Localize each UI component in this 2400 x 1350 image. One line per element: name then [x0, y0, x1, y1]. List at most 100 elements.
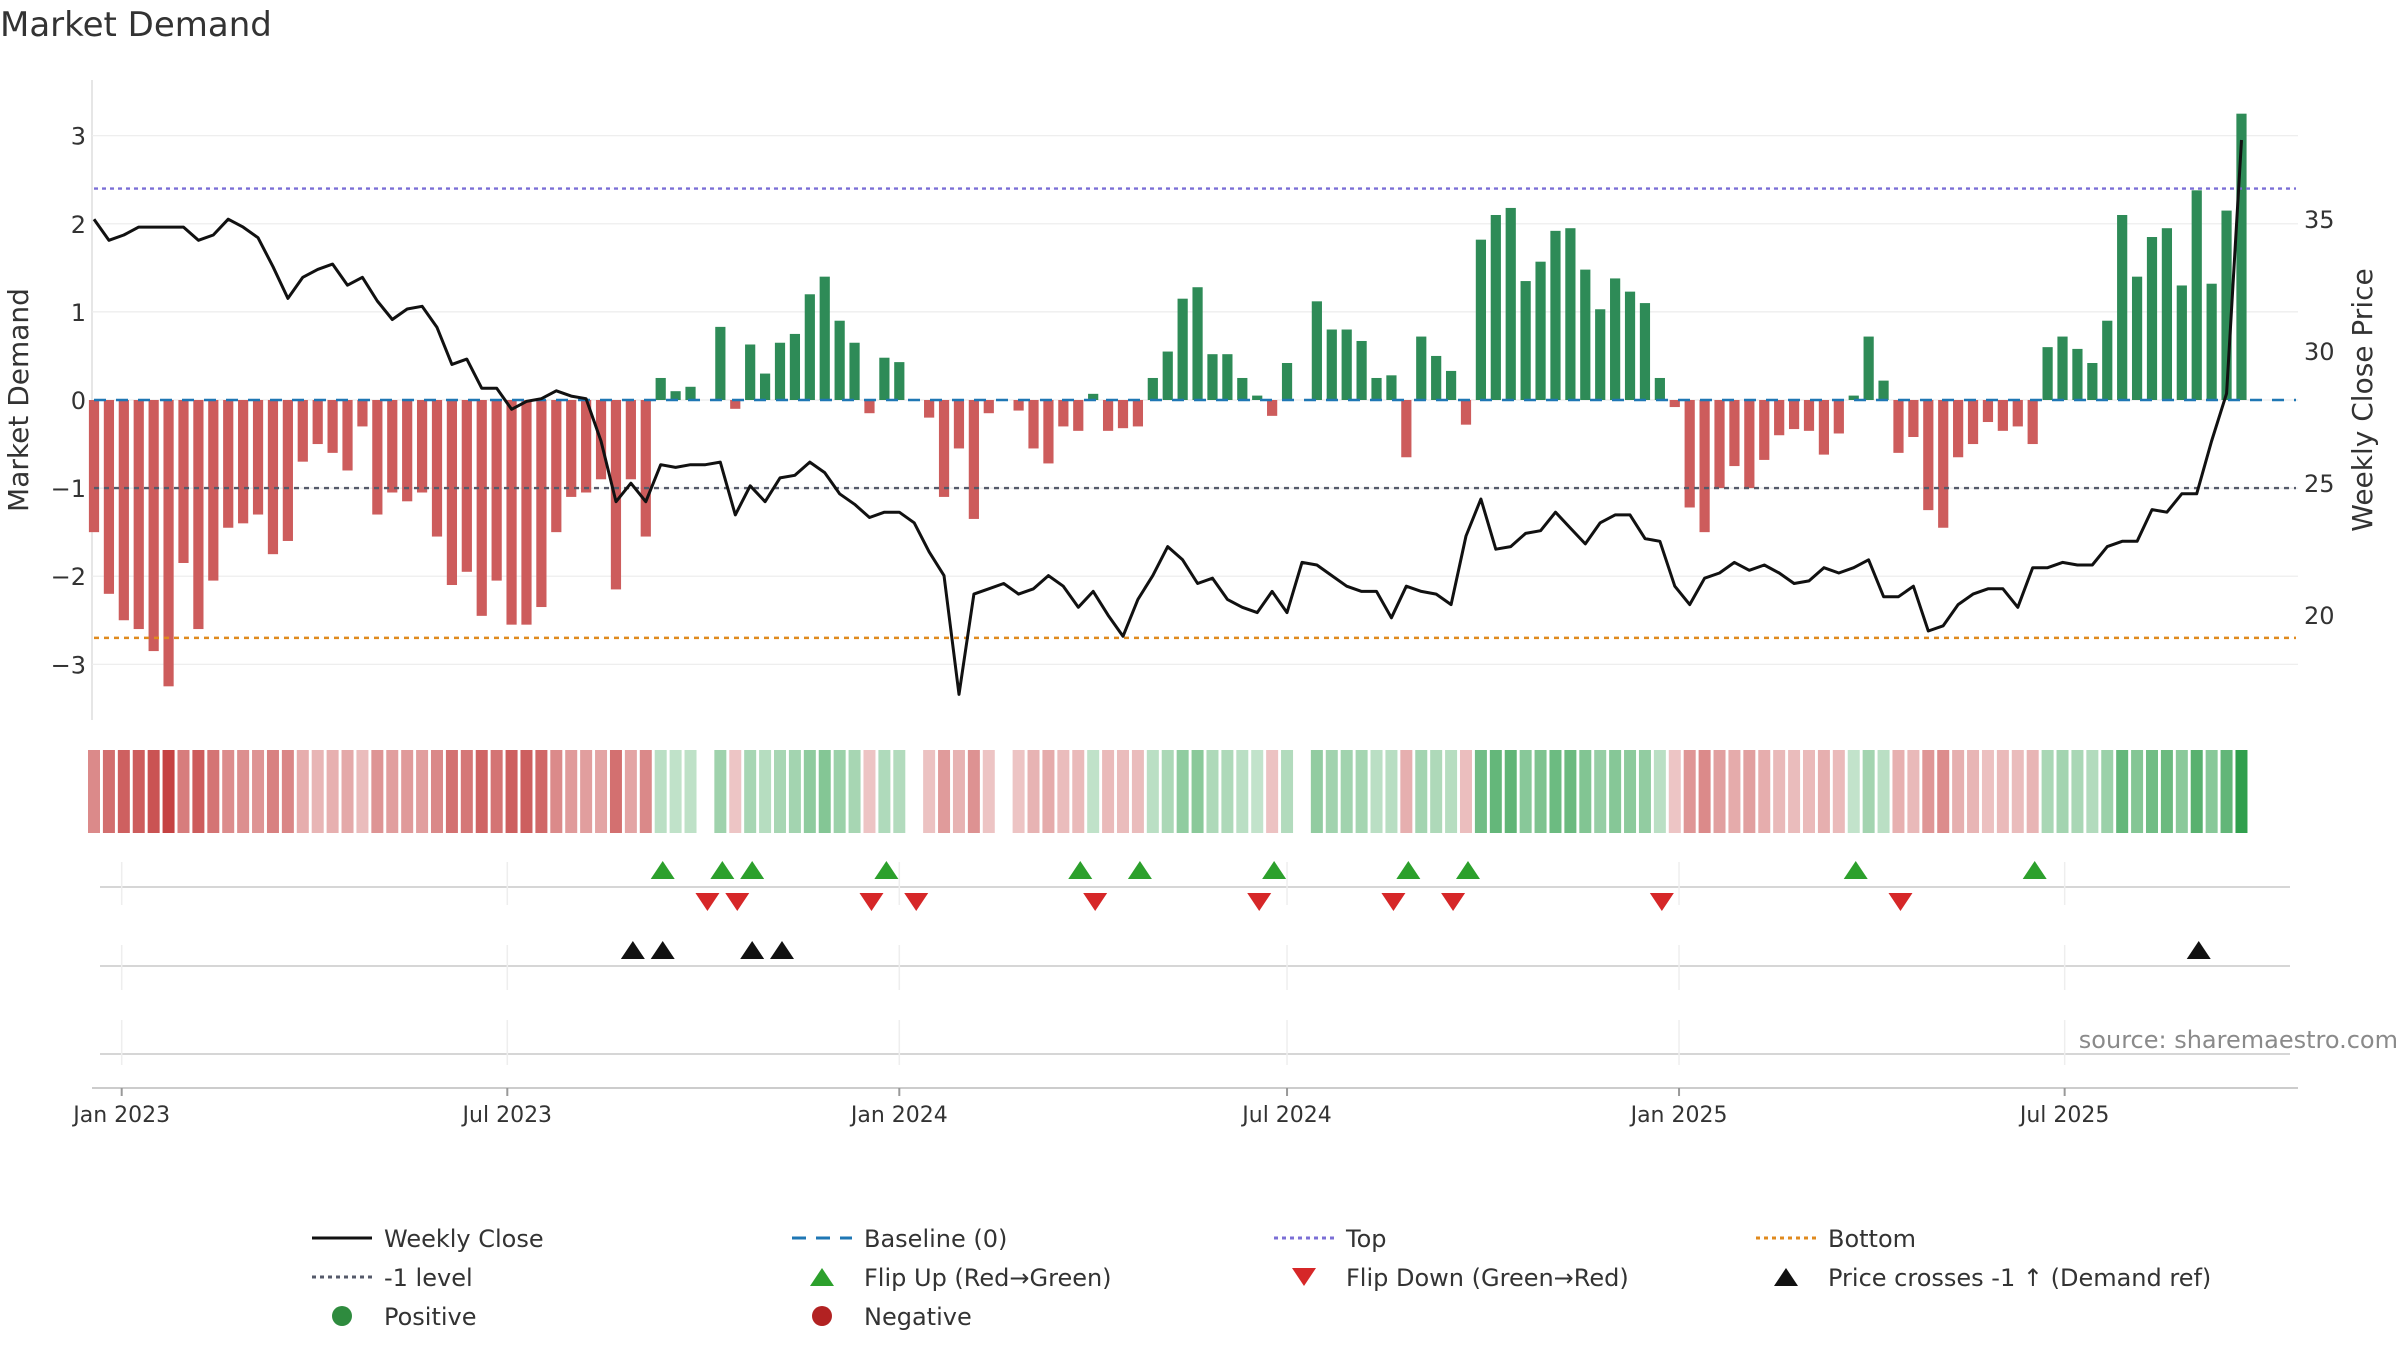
heat-cell [1281, 750, 1294, 833]
heat-cell [386, 750, 399, 833]
heat-cell [1832, 750, 1845, 833]
heat-cell [759, 750, 772, 833]
heat-cell [460, 750, 473, 833]
demand-bar-negative [238, 400, 249, 524]
y-tick-label-right: 25 [2304, 470, 2335, 498]
y-tick-label-left: 0 [71, 387, 86, 415]
demand-bar-negative [1788, 400, 1800, 430]
demand-bar-negative [1102, 400, 1114, 431]
heat-cell [580, 750, 593, 833]
y-tick-label-right: 30 [2304, 338, 2335, 366]
demand-bar-positive [1386, 375, 1397, 400]
demand-bar-negative [1460, 400, 1472, 425]
heat-cell [1042, 750, 1055, 833]
demand-bar-negative [551, 400, 562, 533]
heat-cell [714, 750, 727, 833]
heat-cell [639, 750, 652, 833]
heat-cell [177, 750, 190, 833]
demand-bar-positive [774, 342, 786, 400]
demand-bar-negative [476, 400, 487, 616]
demand-bar-negative [1953, 400, 1964, 458]
demand-bar-positive [2161, 228, 2173, 400]
flip-down-marker [725, 893, 750, 911]
heat-cell [2086, 750, 2099, 833]
demand-bar-negative [1043, 400, 1054, 464]
heat-cell [1325, 750, 1338, 833]
heat-cell [1698, 750, 1711, 833]
demand-bar-negative [1699, 400, 1710, 533]
heat-cell [1877, 750, 1890, 833]
heat-cell [1236, 750, 1249, 833]
demand-bar-positive [819, 276, 830, 400]
demand-bar-negative [506, 400, 517, 625]
y-tick-label-left: −2 [51, 563, 86, 591]
x-tick-label: Jul 2025 [2018, 1103, 2110, 1128]
demand-bar-negative [208, 400, 219, 581]
heat-cell [788, 750, 801, 833]
demand-bar-positive [1490, 214, 1501, 400]
demand-bars-layer [88, 113, 2247, 687]
heat-cell [967, 750, 980, 833]
heat-cell [132, 750, 145, 833]
heat-cell [1146, 750, 1159, 833]
y-tick-label-left: 3 [71, 123, 86, 151]
heat-cell [1087, 750, 1100, 833]
demand-bar-positive [1177, 298, 1188, 400]
price-cross-marker [769, 941, 794, 959]
heat-cell [1996, 750, 2009, 833]
legend-label: Negative [864, 1303, 972, 1331]
heat-cell [1937, 750, 1950, 833]
legend-item: -1 level [312, 1264, 473, 1292]
legend-label: Flip Up (Red→Green) [864, 1264, 1112, 1292]
heat-cell [773, 750, 786, 833]
demand-bar-positive [1535, 261, 1546, 400]
source-credit: source: sharemaestro.com [2079, 1026, 2398, 1054]
demand-bar-negative [416, 400, 428, 493]
heat-cell [1191, 750, 1204, 833]
heat-cell [923, 750, 936, 833]
heat-cell [1922, 750, 1935, 833]
demand-bar-positive [655, 377, 666, 400]
demand-bar-negative [968, 400, 979, 519]
demand-bar-negative [148, 400, 159, 652]
demand-bar-negative [730, 400, 741, 409]
demand-bar-positive [1639, 303, 1651, 400]
x-tick-label: Jul 2024 [1240, 1103, 1332, 1128]
demand-bar-negative [88, 400, 100, 533]
heat-cell [1579, 750, 1592, 833]
heat-cell [147, 750, 160, 833]
demand-bar-negative [1729, 400, 1740, 467]
demand-bar-negative [1401, 400, 1412, 458]
flip-up-marker [1843, 861, 1868, 879]
legend-item: Bottom [1756, 1225, 1916, 1253]
heat-cell [1549, 750, 1562, 833]
demand-bar-negative [1058, 400, 1069, 427]
flip-down-marker [1381, 893, 1406, 911]
heat-cell [371, 750, 384, 833]
heat-cell [1489, 750, 1502, 833]
demand-bar-negative [252, 400, 264, 515]
demand-bar-positive [1147, 377, 1158, 400]
heat-cell [1907, 750, 1920, 833]
demand-bar-positive [1252, 395, 1263, 400]
demand-bar-negative [1982, 400, 1994, 423]
demand-bar-negative [1908, 400, 1919, 438]
heat-cell [2041, 750, 2054, 833]
flip-down-marker [1441, 893, 1466, 911]
demand-bar-negative [938, 400, 950, 497]
heat-cell [1594, 750, 1607, 833]
demand-bar-negative [536, 400, 547, 608]
flip-up-marker [740, 861, 765, 879]
legend-swatch [1774, 1268, 1798, 1286]
flip-up-marker [710, 861, 735, 879]
heat-cell [595, 750, 608, 833]
flip-up-marker [650, 861, 675, 879]
heat-cell [654, 750, 667, 833]
legend-label: Baseline (0) [864, 1225, 1007, 1253]
heat-cell [1251, 750, 1264, 833]
demand-bar-negative [1833, 400, 1844, 434]
heat-cell [1266, 750, 1279, 833]
legend-item: Negative [812, 1303, 972, 1331]
heat-cell [162, 750, 175, 833]
demand-bar-negative [521, 400, 532, 625]
